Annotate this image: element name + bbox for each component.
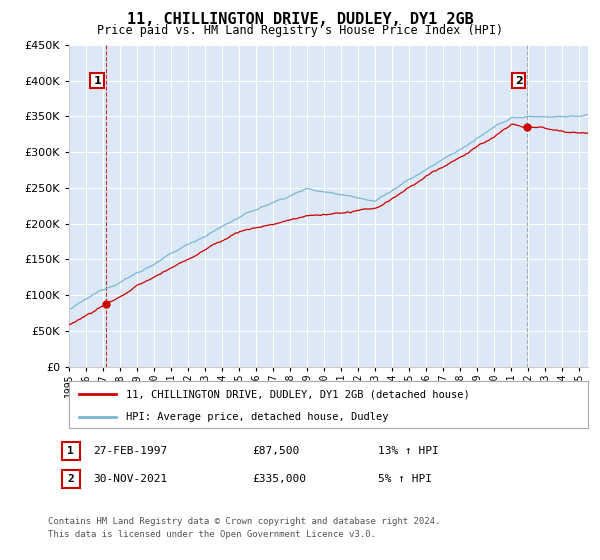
Text: 13% ↑ HPI: 13% ↑ HPI (378, 446, 439, 456)
Text: 2: 2 (67, 474, 74, 484)
Text: 2: 2 (515, 76, 523, 86)
Text: £335,000: £335,000 (252, 474, 306, 484)
Text: 1: 1 (67, 446, 74, 456)
Text: Contains HM Land Registry data © Crown copyright and database right 2024.: Contains HM Land Registry data © Crown c… (48, 517, 440, 526)
Text: 30-NOV-2021: 30-NOV-2021 (93, 474, 167, 484)
Text: This data is licensed under the Open Government Licence v3.0.: This data is licensed under the Open Gov… (48, 530, 376, 539)
Text: 11, CHILLINGTON DRIVE, DUDLEY, DY1 2GB: 11, CHILLINGTON DRIVE, DUDLEY, DY1 2GB (127, 12, 473, 27)
Text: 11, CHILLINGTON DRIVE, DUDLEY, DY1 2GB (detached house): 11, CHILLINGTON DRIVE, DUDLEY, DY1 2GB (… (126, 389, 470, 399)
Text: HPI: Average price, detached house, Dudley: HPI: Average price, detached house, Dudl… (126, 412, 389, 422)
Text: Price paid vs. HM Land Registry's House Price Index (HPI): Price paid vs. HM Land Registry's House … (97, 24, 503, 36)
Text: 5% ↑ HPI: 5% ↑ HPI (378, 474, 432, 484)
Text: £87,500: £87,500 (252, 446, 299, 456)
Text: 1: 1 (93, 76, 101, 86)
Text: 27-FEB-1997: 27-FEB-1997 (93, 446, 167, 456)
